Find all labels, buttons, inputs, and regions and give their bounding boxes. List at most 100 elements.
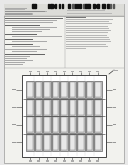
Bar — [5, 13, 33, 15]
Bar — [46, 160, 49, 162]
Bar — [12, 29, 50, 30]
Bar — [66, 37, 109, 38]
Bar — [70, 117, 75, 132]
Bar — [26, 81, 34, 98]
Bar — [35, 81, 42, 98]
Bar — [95, 100, 101, 115]
Bar — [5, 8, 27, 9]
Bar — [55, 4, 56, 8]
Bar — [66, 16, 86, 18]
Bar — [66, 28, 109, 29]
Bar — [4, 4, 124, 16]
Bar — [52, 134, 59, 151]
Bar — [5, 22, 53, 23]
Bar — [12, 107, 15, 108]
Bar — [48, 4, 49, 8]
Bar — [37, 71, 40, 72]
Bar — [113, 124, 116, 125]
Bar — [61, 117, 67, 132]
Bar — [61, 135, 67, 150]
Bar — [66, 23, 112, 24]
Bar — [12, 142, 15, 143]
Bar — [66, 21, 109, 22]
Bar — [36, 135, 41, 150]
Bar — [43, 116, 51, 133]
Bar — [67, 10, 105, 11]
Bar — [5, 18, 63, 19]
Bar — [86, 4, 88, 8]
Bar — [87, 117, 92, 132]
Bar — [62, 71, 66, 72]
Bar — [52, 81, 59, 98]
Bar — [78, 135, 84, 150]
Bar — [70, 100, 75, 115]
Bar — [77, 4, 78, 8]
Bar — [54, 71, 57, 72]
Bar — [5, 39, 33, 40]
Bar — [94, 116, 102, 133]
Bar — [51, 4, 53, 8]
Bar — [66, 19, 113, 20]
Bar — [69, 134, 76, 151]
Bar — [98, 4, 99, 8]
Bar — [12, 36, 62, 37]
Bar — [53, 135, 58, 150]
Bar — [86, 81, 93, 98]
Bar — [77, 134, 85, 151]
Bar — [77, 99, 85, 116]
Bar — [5, 9, 25, 10]
Bar — [5, 34, 37, 35]
Bar — [52, 116, 59, 133]
Bar — [37, 160, 40, 162]
Bar — [5, 56, 30, 57]
Bar — [87, 100, 92, 115]
Bar — [95, 117, 101, 132]
Bar — [94, 99, 102, 116]
Bar — [70, 82, 75, 97]
Bar — [88, 71, 91, 72]
Bar — [5, 60, 33, 61]
Bar — [69, 81, 76, 98]
Bar — [66, 44, 106, 45]
Bar — [60, 116, 68, 133]
Bar — [77, 116, 85, 133]
Bar — [88, 160, 91, 162]
Bar — [5, 49, 47, 50]
Bar — [44, 135, 50, 150]
Bar — [43, 134, 51, 151]
Bar — [89, 4, 90, 8]
Bar — [29, 71, 32, 72]
Bar — [88, 4, 89, 8]
Bar — [62, 4, 63, 8]
Bar — [26, 134, 34, 151]
Bar — [60, 81, 68, 98]
Bar — [72, 4, 74, 8]
Bar — [60, 99, 68, 116]
Bar — [83, 4, 85, 8]
Bar — [69, 116, 76, 133]
Bar — [12, 51, 37, 52]
Bar — [66, 48, 86, 49]
Bar — [66, 26, 108, 27]
Bar — [43, 99, 51, 116]
Bar — [75, 4, 76, 8]
Bar — [70, 135, 75, 150]
Bar — [110, 4, 111, 8]
Bar — [27, 117, 33, 132]
Bar — [78, 117, 84, 132]
Bar — [5, 13, 32, 15]
Bar — [27, 100, 33, 115]
Bar — [53, 117, 58, 132]
Bar — [66, 46, 108, 47]
Bar — [71, 71, 74, 72]
Bar — [12, 27, 57, 28]
Bar — [12, 89, 15, 90]
Bar — [79, 4, 81, 8]
Bar — [79, 71, 82, 72]
Bar — [52, 99, 59, 116]
Bar — [5, 64, 23, 65]
Bar — [68, 4, 70, 8]
Bar — [66, 35, 107, 36]
Bar — [96, 71, 99, 72]
Bar — [86, 116, 93, 133]
